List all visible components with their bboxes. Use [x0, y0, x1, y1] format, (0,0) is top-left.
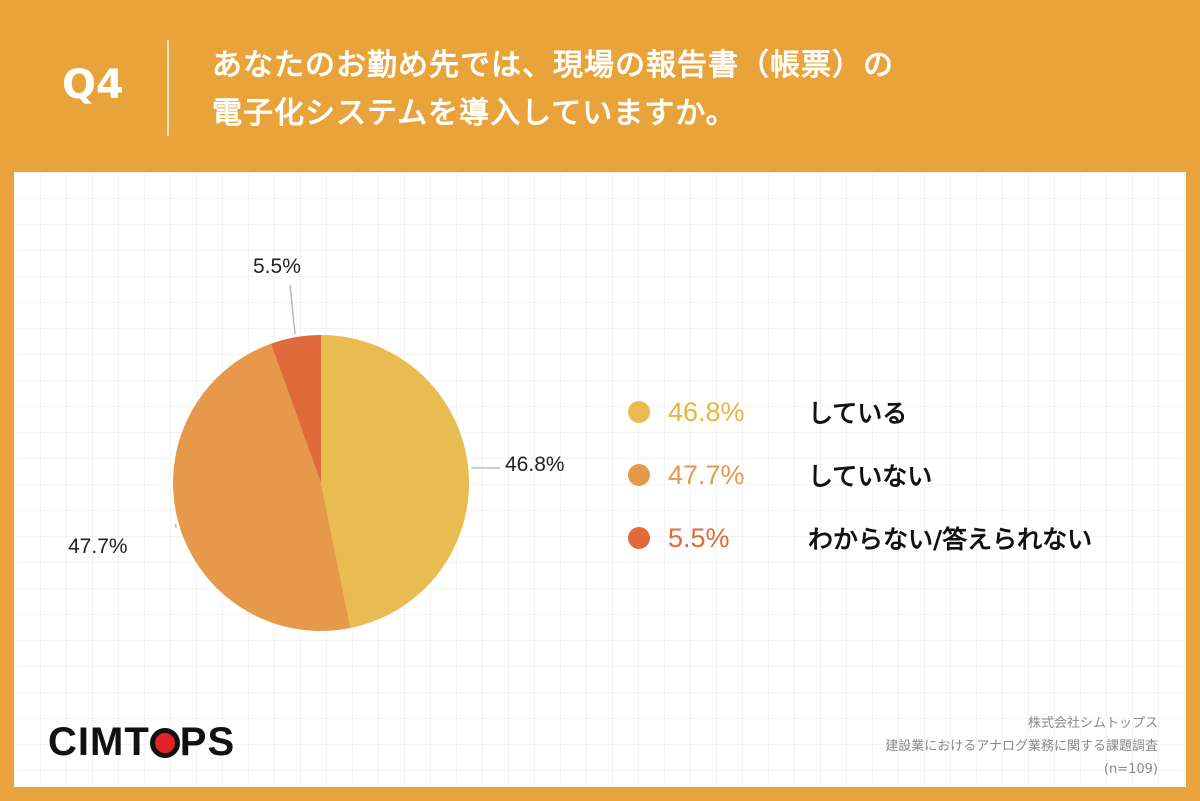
- legend-label: わからない/答えられない: [808, 525, 1093, 554]
- legend-label: している: [808, 399, 908, 428]
- logo-text: PS: [179, 720, 236, 764]
- source-survey: 建設業におけるアナログ業務に関する課題調査: [885, 739, 1158, 754]
- sample-size: (n=109): [1103, 762, 1158, 777]
- legend-dot: [628, 527, 650, 549]
- data-label-2: 5.5%: [253, 255, 301, 278]
- source-company: 株式会社シムトップス: [1027, 716, 1158, 731]
- data-label-0: 46.8%: [505, 453, 565, 476]
- legend-pct: 46.8%: [668, 396, 745, 427]
- logo-o-icon: [149, 728, 180, 758]
- legend-pct: 5.5%: [668, 522, 730, 553]
- title-line-1: あなたのお勤め先では、現場の報告書（帳票）の: [212, 48, 894, 83]
- pie-slice-1: [173, 343, 351, 631]
- source-note: 株式会社シムトップス 建設業におけるアナログ業務に関する課題調査 (n=109): [885, 712, 1158, 781]
- legend-dot: [628, 464, 650, 486]
- logo-text: CIMT: [48, 720, 150, 764]
- title-line-2: 電子化システムを導入していますか。: [212, 96, 737, 131]
- legend-pct: 47.7%: [668, 459, 745, 490]
- leader-line-2: [289, 284, 296, 335]
- question-number: Q4: [62, 62, 124, 108]
- pie-slice-2: [270, 335, 321, 483]
- legend-item-0: 46.8% している: [628, 392, 907, 432]
- legend-label: していない: [808, 462, 933, 491]
- pie-slice-0: [321, 335, 469, 629]
- legend-dot: [628, 401, 650, 423]
- divider: [167, 40, 169, 136]
- data-label-1: 47.7%: [68, 535, 128, 558]
- question-title: あなたのお勤め先では、現場の報告書（帳票）の 電子化システムを導入していますか。: [212, 42, 894, 138]
- cimtops-logo: CIMT PS: [48, 720, 235, 765]
- legend-item-2: 5.5% わからない/答えられない: [628, 518, 1092, 558]
- legend-item-1: 47.7% していない: [628, 455, 932, 495]
